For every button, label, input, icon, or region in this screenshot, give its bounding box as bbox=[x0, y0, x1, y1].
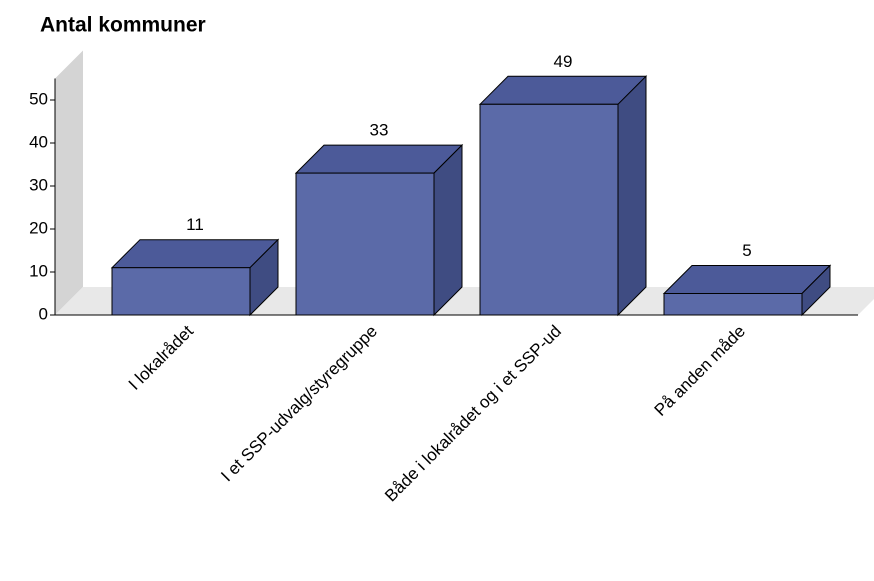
bar-side bbox=[433, 143, 463, 317]
bar bbox=[111, 267, 251, 316]
y-tick-label: 40 bbox=[29, 132, 48, 151]
value-label: 5 bbox=[742, 241, 751, 260]
bar bbox=[663, 293, 803, 316]
back-wall bbox=[55, 50, 83, 315]
x-tick-label: I lokalrådet bbox=[125, 321, 197, 393]
x-tick-label: I et SSP-udvalg/styregruppe bbox=[217, 322, 381, 486]
y-tick-label: 10 bbox=[29, 261, 48, 280]
bar bbox=[295, 172, 435, 316]
bar bbox=[479, 103, 619, 316]
y-tick-label: 0 bbox=[39, 304, 48, 323]
x-tick-label: Både i lokalrådet og i et SSP-ud bbox=[381, 322, 565, 506]
bar-top bbox=[478, 75, 648, 105]
y-tick-label: 30 bbox=[29, 175, 48, 194]
bar-side bbox=[617, 75, 647, 317]
value-label: 49 bbox=[554, 52, 573, 71]
bar-top bbox=[294, 144, 464, 174]
chart-title: Antal kommuner bbox=[40, 14, 206, 37]
value-label: 33 bbox=[370, 121, 389, 140]
x-tick-label: På anden måde bbox=[651, 322, 749, 420]
bar-top bbox=[110, 239, 280, 269]
y-tick-label: 20 bbox=[29, 218, 48, 237]
y-tick-label: 50 bbox=[29, 89, 48, 108]
value-label: 11 bbox=[186, 215, 204, 234]
bar-top bbox=[662, 265, 832, 294]
